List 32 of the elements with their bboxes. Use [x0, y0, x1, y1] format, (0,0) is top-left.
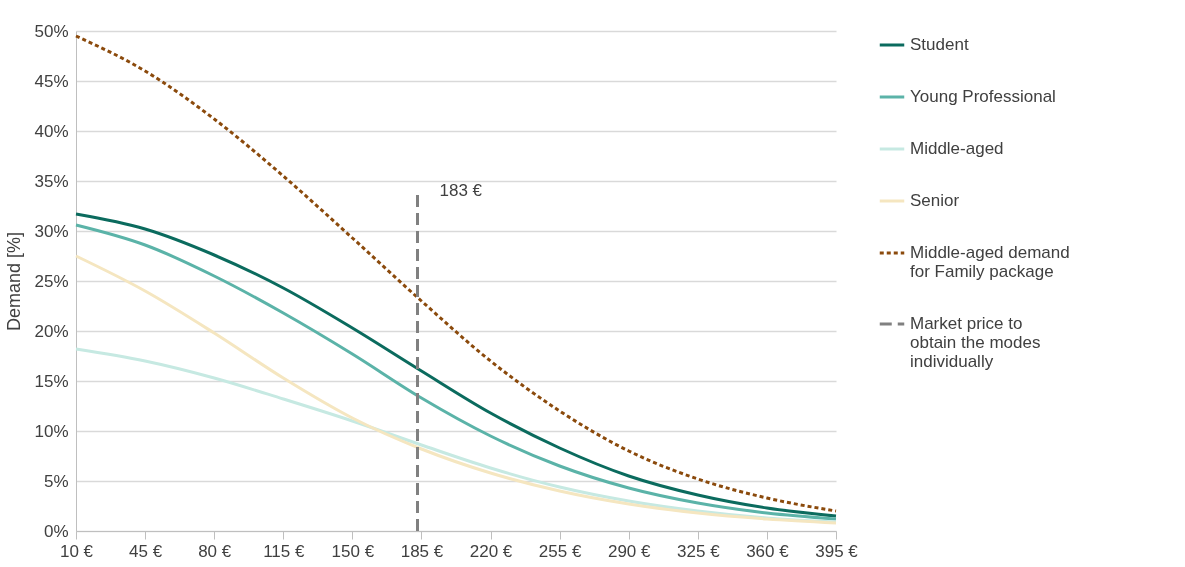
y-tick-label: 0%	[43, 521, 69, 541]
legend-label: Senior	[910, 191, 960, 210]
x-tick-label: 325 €	[677, 541, 721, 561]
x-tick-label: 10 €	[59, 541, 94, 561]
legend-label: Middle-aged	[910, 139, 1004, 158]
x-tick-label: 150 €	[331, 541, 375, 561]
line-series	[74, 34, 838, 513]
x-tick-label: 290 €	[607, 541, 652, 561]
x-tick-label: 45 €	[129, 541, 163, 561]
x-tick-label: 360 €	[746, 541, 790, 561]
x-tick-label: 80 €	[198, 541, 232, 561]
legend-label: Student	[910, 35, 969, 54]
y-tick-label: 25%	[34, 271, 69, 291]
y-tick-label: 45%	[34, 71, 69, 91]
x-tick-label: 185 €	[400, 541, 444, 561]
legend-label: Market price to obtain the modes individually	[910, 314, 1041, 371]
y-axis-title: Demand [%]	[4, 231, 25, 332]
y-tick-label: 10%	[34, 421, 69, 441]
legend-label: Young Professional	[910, 87, 1056, 106]
y-tick-label: 30%	[34, 221, 69, 241]
y-tick-label: 5%	[43, 471, 69, 491]
y-tick-label: 35%	[34, 171, 69, 191]
x-tick-label: 115 €	[263, 541, 305, 561]
annotation: 183 €	[439, 181, 483, 200]
x-tick-label: 395 €	[815, 541, 859, 561]
legend-label: Middle-aged demand for Family package	[910, 243, 1070, 281]
x-tick-label: 255 €	[538, 541, 582, 561]
y-tick-label: 15%	[34, 371, 69, 391]
y-tick-label: 20%	[34, 321, 69, 341]
y-tick-label: 40%	[34, 121, 69, 141]
y-tick-label: 50%	[34, 21, 69, 41]
x-tick-label: 220 €	[469, 541, 513, 561]
